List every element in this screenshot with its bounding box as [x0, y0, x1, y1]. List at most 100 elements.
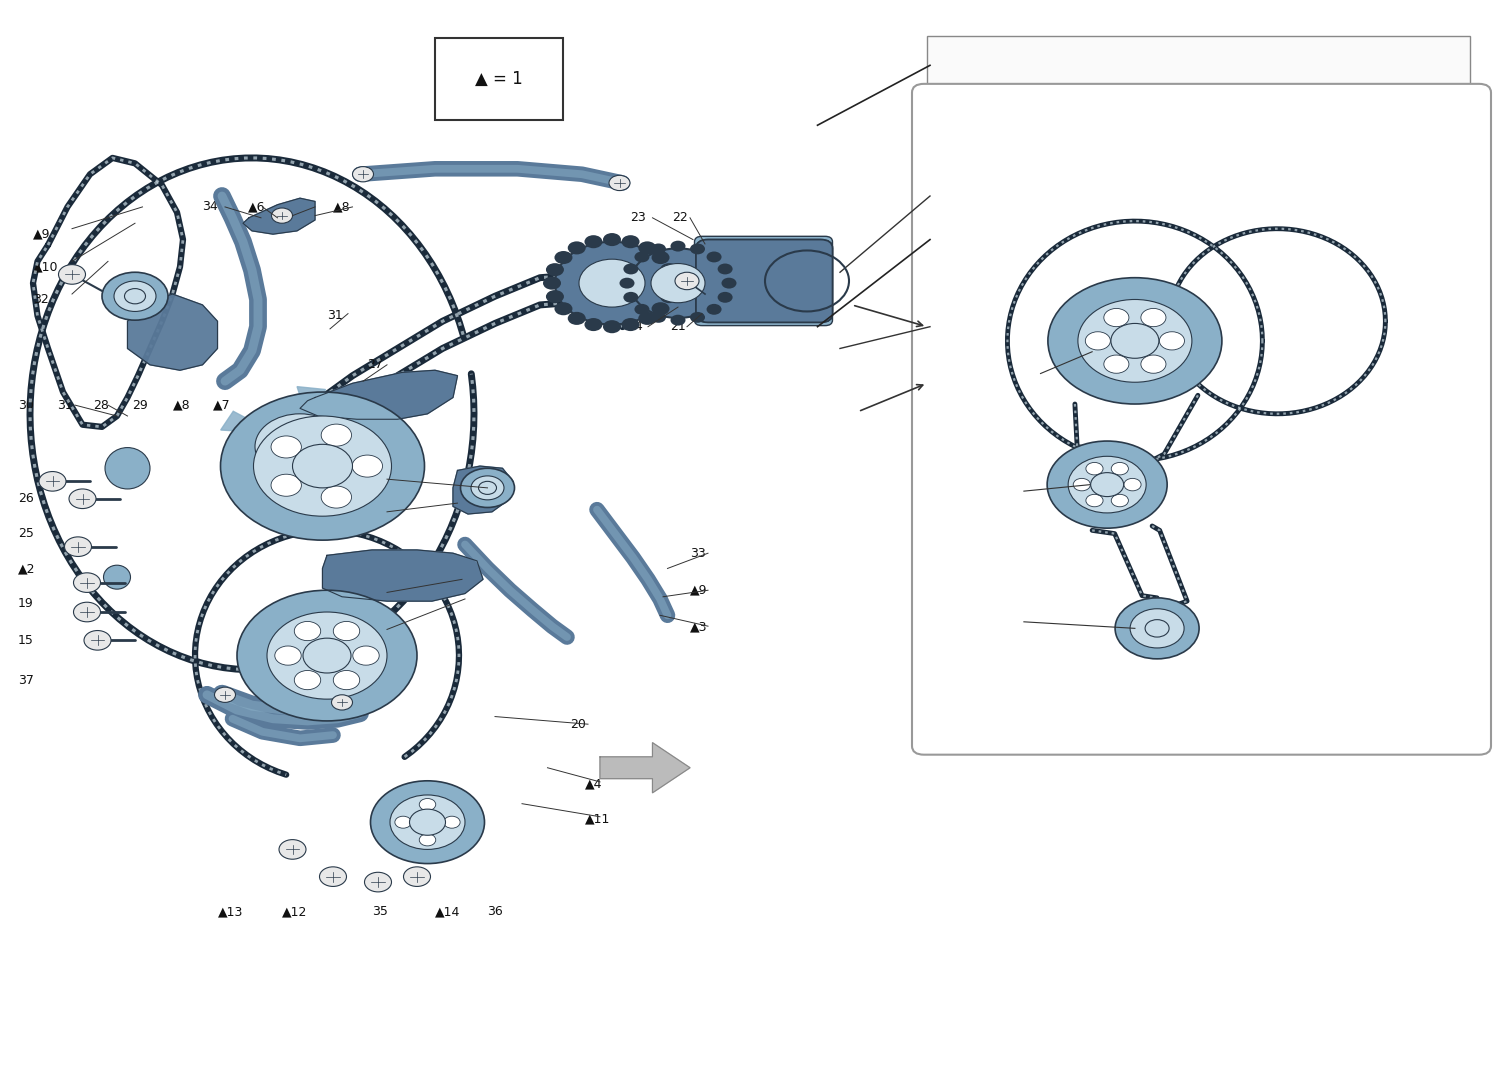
Text: ▲9: ▲9	[690, 584, 708, 597]
Circle shape	[1086, 463, 1102, 475]
Circle shape	[460, 468, 514, 507]
Text: 21: 21	[670, 320, 686, 333]
Circle shape	[639, 242, 657, 255]
Text: 30: 30	[18, 399, 34, 412]
Circle shape	[675, 272, 699, 290]
Text: 31: 31	[327, 309, 342, 322]
FancyBboxPatch shape	[927, 36, 1470, 449]
Text: ▲8: ▲8	[333, 200, 351, 213]
Circle shape	[722, 278, 736, 289]
Circle shape	[546, 264, 564, 277]
Circle shape	[1173, 285, 1257, 346]
Circle shape	[279, 840, 306, 859]
FancyBboxPatch shape	[694, 236, 832, 326]
Circle shape	[1282, 305, 1358, 359]
Text: 27: 27	[368, 358, 384, 371]
Text: 15: 15	[18, 634, 34, 647]
Polygon shape	[128, 294, 218, 370]
Circle shape	[471, 476, 504, 500]
FancyBboxPatch shape	[696, 240, 832, 322]
Circle shape	[1078, 299, 1192, 382]
Circle shape	[690, 244, 705, 255]
Text: ▲12: ▲12	[282, 905, 308, 918]
Circle shape	[630, 248, 726, 318]
Circle shape	[303, 638, 351, 673]
Text: ▲4: ▲4	[585, 778, 603, 791]
Polygon shape	[220, 412, 300, 446]
Text: ▲9: ▲9	[33, 228, 51, 241]
Circle shape	[274, 646, 302, 665]
Circle shape	[352, 455, 382, 477]
Circle shape	[255, 414, 345, 479]
Circle shape	[333, 622, 360, 640]
Circle shape	[717, 292, 732, 303]
Text: 28: 28	[93, 399, 110, 412]
Circle shape	[1047, 441, 1167, 528]
Circle shape	[706, 304, 722, 315]
Circle shape	[603, 320, 621, 333]
Text: 17: 17	[1062, 533, 1078, 546]
Circle shape	[651, 303, 669, 316]
Polygon shape	[243, 198, 315, 234]
Circle shape	[1068, 456, 1146, 513]
Text: 37: 37	[18, 674, 34, 687]
Circle shape	[579, 259, 645, 307]
Circle shape	[1062, 221, 1098, 247]
Polygon shape	[300, 370, 458, 419]
Circle shape	[1112, 494, 1128, 506]
Circle shape	[634, 304, 650, 315]
Circle shape	[294, 622, 321, 640]
Polygon shape	[234, 446, 300, 497]
Circle shape	[419, 798, 435, 810]
Text: ▲14: ▲14	[435, 905, 460, 918]
Circle shape	[1142, 355, 1166, 374]
Polygon shape	[600, 743, 690, 793]
Circle shape	[124, 289, 146, 304]
Circle shape	[220, 392, 424, 540]
Text: 32: 32	[368, 507, 384, 521]
Text: 30: 30	[296, 200, 312, 213]
Circle shape	[624, 292, 639, 303]
Circle shape	[1112, 463, 1128, 475]
Text: 32: 32	[33, 293, 48, 306]
Circle shape	[555, 242, 669, 325]
Circle shape	[1112, 323, 1160, 358]
Polygon shape	[297, 387, 326, 446]
Circle shape	[272, 436, 302, 458]
Ellipse shape	[104, 565, 130, 589]
Text: 20: 20	[570, 718, 586, 731]
Circle shape	[1299, 317, 1341, 347]
Text: ▲11: ▲11	[585, 812, 610, 825]
Text: 25: 25	[18, 527, 34, 540]
Circle shape	[352, 646, 380, 665]
Circle shape	[1144, 620, 1168, 637]
Circle shape	[690, 311, 705, 322]
Circle shape	[1124, 478, 1142, 491]
Circle shape	[1086, 494, 1102, 506]
Circle shape	[567, 242, 585, 255]
Text: ▲5: ▲5	[368, 625, 386, 638]
Circle shape	[272, 474, 302, 497]
Polygon shape	[300, 446, 351, 503]
Circle shape	[660, 264, 678, 277]
Circle shape	[651, 264, 705, 303]
Polygon shape	[300, 426, 382, 446]
Circle shape	[74, 602, 100, 622]
Circle shape	[603, 233, 621, 246]
Text: ▲7: ▲7	[213, 399, 231, 412]
Ellipse shape	[105, 448, 150, 489]
Circle shape	[102, 272, 168, 320]
Text: 18: 18	[1050, 666, 1066, 680]
Circle shape	[621, 235, 639, 248]
Circle shape	[478, 481, 496, 494]
Circle shape	[1086, 332, 1110, 350]
Circle shape	[717, 264, 732, 274]
Circle shape	[1104, 308, 1130, 327]
Text: ▲13: ▲13	[217, 905, 243, 918]
Circle shape	[555, 250, 573, 264]
FancyBboxPatch shape	[912, 84, 1491, 755]
Text: ▲6: ▲6	[368, 587, 386, 600]
Circle shape	[320, 867, 346, 886]
Circle shape	[267, 612, 387, 699]
Text: ▲6: ▲6	[248, 200, 266, 213]
